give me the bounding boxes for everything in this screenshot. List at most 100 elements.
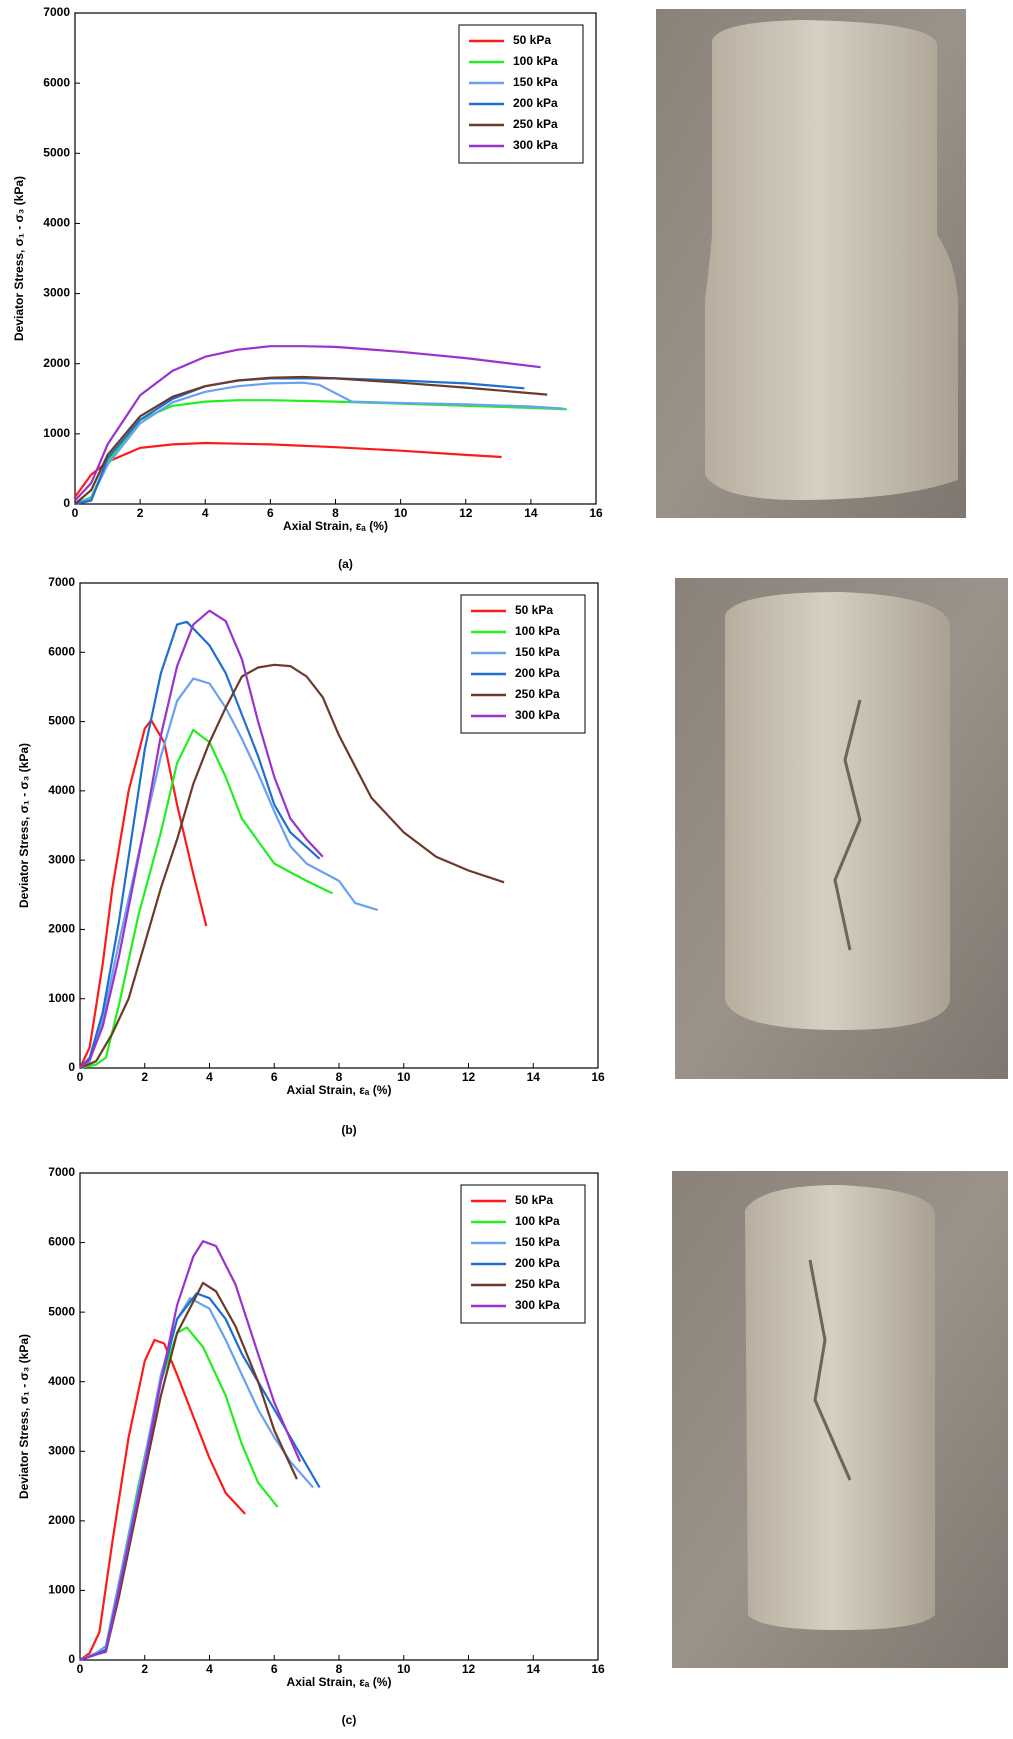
data-line [74,441,502,498]
x-tick-label: 6 [271,1662,278,1676]
y-tick-label: 0 [63,496,70,510]
data-line [74,345,541,502]
legend-label: 250 kPa [515,1277,560,1291]
legend-label: 50 kPa [513,33,551,47]
x-tick-label: 10 [397,1662,411,1676]
data-line [79,719,208,1069]
x-tick-label: 8 [332,506,339,520]
y-tick-label: 7000 [48,575,75,589]
y-tick-label: 1000 [43,426,70,440]
legend-label: 300 kPa [513,138,558,152]
legend-label: 300 kPa [515,708,560,722]
x-tick-label: 4 [202,506,209,520]
legend-label: 150 kPa [515,1235,560,1249]
x-tick-label: 16 [591,1070,605,1084]
legend-label: 250 kPa [513,117,558,131]
y-axis-label: Deviator Stress, σ₁ - σ₃ (kPa) [17,743,31,908]
y-tick-label: 0 [68,1652,75,1666]
x-tick-label: 2 [141,1070,148,1084]
data-line [79,677,379,1069]
data-line [79,609,324,1069]
legend-label: 50 kPa [515,1193,553,1207]
legend-label: 150 kPa [513,75,558,89]
x-tick-label: 4 [206,1662,213,1676]
legend-label: 200 kPa [513,96,558,110]
y-tick-label: 2000 [48,922,75,936]
photo-b [675,578,1008,1079]
legend-box [458,24,584,164]
x-tick-label: 12 [459,506,473,520]
data-line [79,620,321,1069]
data-line [79,663,505,1070]
photo-a [656,9,966,518]
y-tick-label: 4000 [43,216,70,230]
x-tick-label: 2 [137,506,144,520]
x-tick-label: 6 [271,1070,278,1084]
x-tick-label: 8 [336,1662,343,1676]
x-tick-label: 14 [527,1662,541,1676]
caption: (a) [338,557,353,571]
x-tick-label: 14 [524,506,538,520]
x-tick-label: 16 [589,506,603,520]
legend-box [460,594,586,734]
x-tick-label: 10 [397,1070,411,1084]
y-tick-label: 1000 [48,991,75,1005]
data-line [79,1240,302,1662]
y-tick-label: 1000 [48,1583,75,1597]
data-line [74,375,548,505]
legend-label: 100 kPa [513,54,558,68]
x-tick-label: 12 [462,1070,476,1084]
x-tick-label: 14 [527,1070,541,1084]
caption: (c) [342,1713,357,1727]
y-axis-label: Deviator Stress, σ₁ - σ₃ (kPa) [12,176,26,341]
y-axis-label: Deviator Stress, σ₁ - σ₃ (kPa) [17,1334,31,1499]
x-axis-label: Axial Strain, εₐ (%) [287,1083,392,1097]
data-line [74,381,564,506]
y-tick-label: 6000 [43,75,70,89]
y-tick-label: 3000 [48,1443,75,1457]
plot-frame [79,1172,599,1661]
x-axis-label: Axial Strain, εₐ (%) [283,519,388,533]
photo-c [672,1171,1008,1668]
legend-label: 100 kPa [515,624,560,638]
y-tick-label: 5000 [43,145,70,159]
y-tick-label: 3000 [43,286,70,300]
x-tick-label: 0 [72,506,79,520]
legend-label: 100 kPa [515,1214,560,1228]
legend-label: 300 kPa [515,1298,560,1312]
data-line [79,1338,246,1661]
x-tick-label: 6 [267,506,274,520]
y-tick-label: 2000 [43,356,70,370]
x-axis-label: Axial Strain, εₐ (%) [287,1675,392,1689]
data-line [79,728,333,1070]
x-tick-label: 16 [591,1662,605,1676]
plot-frame [74,12,597,505]
data-line [74,377,525,506]
y-tick-label: 4000 [48,1374,75,1388]
y-tick-label: 4000 [48,783,75,797]
y-tick-label: 7000 [48,1165,75,1179]
y-tick-label: 6000 [48,1235,75,1249]
x-tick-label: 8 [336,1070,343,1084]
legend-label: 200 kPa [515,1256,560,1270]
legend-label: 200 kPa [515,666,560,680]
x-tick-label: 4 [206,1070,213,1084]
y-tick-label: 7000 [43,5,70,19]
y-tick-label: 0 [68,1060,75,1074]
plot-frame [79,582,599,1069]
caption: (b) [341,1123,356,1137]
y-tick-label: 6000 [48,644,75,658]
y-tick-label: 2000 [48,1513,75,1527]
x-tick-label: 12 [462,1662,476,1676]
x-tick-label: 0 [77,1070,84,1084]
legend-label: 150 kPa [515,645,560,659]
x-tick-label: 10 [394,506,408,520]
y-tick-label: 5000 [48,714,75,728]
legend-label: 250 kPa [515,687,560,701]
legend-box [460,1184,586,1324]
data-line [74,399,567,506]
x-tick-label: 2 [141,1662,148,1676]
x-tick-label: 0 [77,1662,84,1676]
data-line [79,1281,298,1662]
